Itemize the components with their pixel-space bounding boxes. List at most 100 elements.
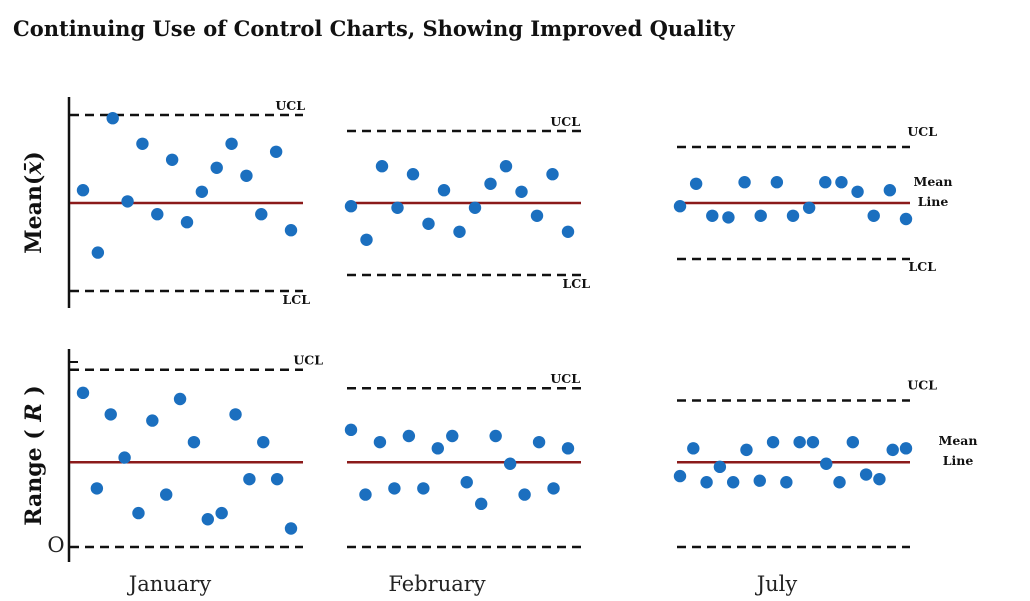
- data-point: [475, 497, 488, 511]
- data-point: [806, 435, 820, 449]
- ucl-label: UCL: [275, 98, 305, 113]
- data-point: [546, 168, 559, 181]
- data-point: [700, 476, 713, 489]
- group-january: UCL: [70, 353, 323, 549]
- mean-line-label-2: Line: [943, 453, 974, 468]
- data-point: [766, 435, 780, 449]
- mean-line-label: Mean: [914, 174, 953, 189]
- data-point: [151, 208, 164, 221]
- ucl-label: UCL: [907, 124, 937, 139]
- data-point: [284, 522, 298, 535]
- mean-chart: Mean(x̄) UCL LCL UCL LCL UCL LCL Mean Line: [21, 97, 952, 308]
- data-point: [284, 224, 298, 237]
- data-point: [835, 176, 848, 189]
- month-label: February: [388, 572, 485, 596]
- data-point: [180, 216, 194, 229]
- data-point: [187, 435, 201, 449]
- data-point: [899, 212, 913, 226]
- group-february: UCL LCL: [344, 114, 590, 291]
- data-point: [106, 112, 119, 125]
- data-point: [422, 217, 435, 230]
- data-point: [770, 176, 784, 189]
- data-point: [484, 177, 497, 190]
- data-point: [468, 201, 482, 214]
- data-point: [886, 443, 899, 457]
- mean-line-label-2: Line: [918, 194, 949, 209]
- range-chart: Range ( R )O UCL January UCL February UCL Mean…: [21, 349, 977, 596]
- group-july: UCL LCL Mean Line: [673, 124, 953, 274]
- data-point: [561, 225, 575, 238]
- data-point: [243, 472, 256, 486]
- data-point: [753, 474, 766, 487]
- month-label: July: [755, 572, 798, 596]
- data-point: [373, 435, 387, 449]
- ucl-label: UCL: [550, 114, 580, 129]
- data-point: [499, 160, 513, 173]
- data-point: [873, 472, 886, 486]
- data-point: [460, 476, 473, 489]
- lcl-label: LCL: [562, 276, 590, 291]
- data-point: [515, 185, 528, 198]
- data-point: [195, 185, 209, 198]
- data-point: [673, 469, 687, 483]
- data-point: [417, 482, 430, 495]
- data-point: [215, 506, 228, 520]
- data-point: [899, 442, 913, 455]
- data-point: [786, 209, 800, 222]
- data-point: [118, 451, 131, 464]
- data-point: [820, 457, 833, 470]
- data-point: [722, 211, 735, 224]
- data-point: [173, 392, 187, 406]
- data-point: [754, 209, 767, 222]
- data-point: [846, 435, 860, 449]
- data-point: [344, 423, 358, 437]
- y-axis-label: Mean(x̄): [21, 151, 47, 254]
- data-point: [121, 195, 134, 208]
- data-point: [359, 488, 372, 501]
- data-point: [673, 200, 687, 213]
- data-point: [255, 208, 268, 221]
- data-point: [104, 408, 117, 421]
- y-axis-label: Range ( R ): [21, 385, 47, 526]
- data-point: [453, 225, 466, 238]
- data-point: [503, 457, 517, 470]
- data-point: [76, 386, 90, 400]
- data-point: [851, 185, 864, 198]
- data-point: [689, 177, 703, 190]
- lcl-label: LCL: [282, 292, 310, 307]
- data-point: [91, 246, 105, 259]
- data-point: [132, 506, 145, 520]
- data-point: [532, 435, 546, 449]
- data-point: [344, 200, 358, 213]
- data-point: [201, 513, 214, 526]
- data-point: [883, 184, 897, 197]
- data-point: [76, 184, 90, 197]
- data-point: [229, 408, 242, 421]
- ucl-label: UCL: [907, 378, 937, 393]
- lcl-label: LCL: [908, 259, 936, 274]
- data-point: [146, 414, 159, 427]
- mean-line-label: Mean: [939, 433, 978, 448]
- data-point: [406, 168, 420, 181]
- data-point: [257, 435, 270, 449]
- data-point: [446, 429, 459, 443]
- data-point: [160, 488, 173, 501]
- data-point: [431, 442, 444, 455]
- data-point: [780, 476, 793, 489]
- data-point: [437, 184, 451, 197]
- ucl-label: UCL: [550, 371, 580, 386]
- data-point: [269, 145, 283, 158]
- data-point: [561, 442, 575, 455]
- data-point: [738, 176, 751, 189]
- data-point: [793, 435, 806, 449]
- group-july: UCL Mean Line: [673, 378, 978, 549]
- data-point: [240, 169, 253, 182]
- data-point: [210, 161, 223, 174]
- group-january: UCL LCL: [70, 98, 310, 307]
- data-point: [225, 137, 238, 150]
- month-label: January: [127, 572, 212, 596]
- chart-title: Continuing Use of Control Charts, Showin…: [13, 16, 735, 41]
- data-point: [859, 468, 873, 481]
- data-point: [360, 233, 373, 246]
